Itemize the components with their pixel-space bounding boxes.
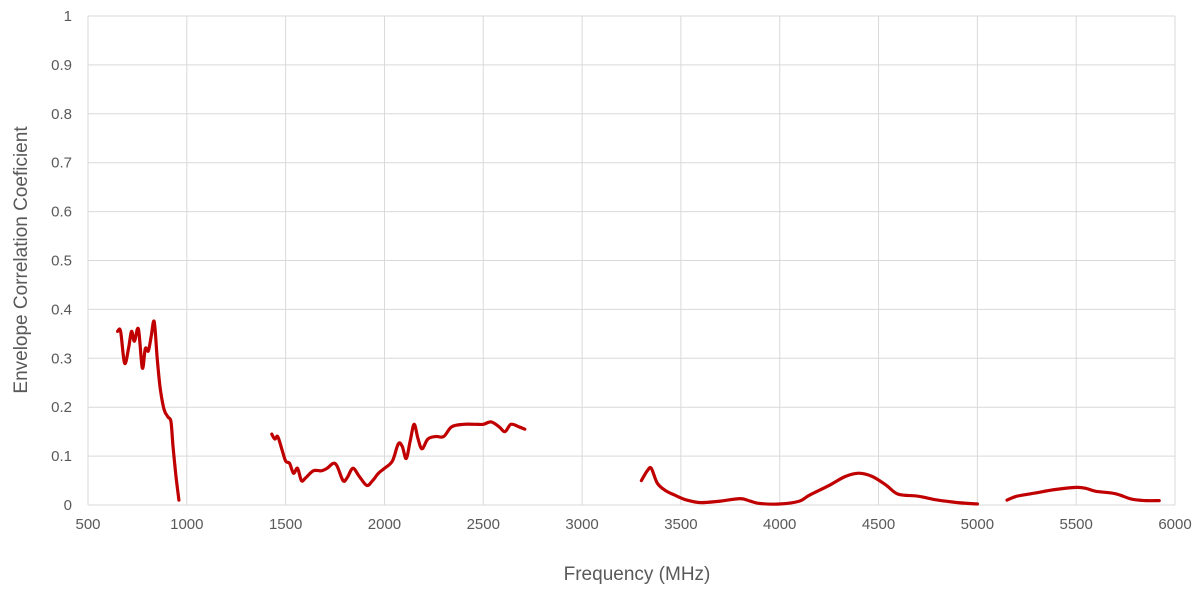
x-tick-label: 4000 — [763, 516, 796, 533]
x-axis-title: Frequency (MHz) — [564, 564, 711, 585]
series-layer — [116, 319, 1161, 506]
y-tick-label: 0.3 — [51, 350, 72, 367]
y-tick-labels: 0 0.1 0.2 0.3 0.4 0.5 0.6 0.7 0.8 0.9 1 — [51, 8, 72, 514]
x-tick-label: 3000 — [565, 516, 598, 533]
y-tick-label: 0.4 — [51, 301, 72, 318]
series-line-segment — [270, 420, 527, 488]
y-axis-title: Envelope Correlation Coeficient — [11, 126, 32, 394]
series-line-segment — [639, 465, 979, 506]
y-tick-label: 0 — [64, 497, 72, 514]
y-tick-label: 0.8 — [51, 106, 72, 123]
y-tick-label: 0.7 — [51, 155, 72, 172]
x-tick-label: 2000 — [368, 516, 401, 533]
x-tick-label: 5000 — [961, 516, 994, 533]
grid-lines — [87, 15, 1176, 506]
y-tick-label: 1 — [64, 8, 72, 25]
x-tick-label: 5500 — [1059, 516, 1092, 533]
y-tick-label: 0.9 — [51, 57, 72, 74]
x-tick-label: 1000 — [170, 516, 203, 533]
series-line-segment — [116, 319, 181, 502]
x-tick-label: 1500 — [269, 516, 302, 533]
x-tick-label: 2500 — [467, 516, 500, 533]
y-tick-label: 0.1 — [51, 448, 72, 465]
series-line-segment — [1005, 485, 1161, 503]
y-tick-label: 0.6 — [51, 204, 72, 221]
x-tick-label: 6000 — [1158, 516, 1191, 533]
x-tick-label: 4500 — [862, 516, 895, 533]
x-tick-label: 3500 — [664, 516, 697, 533]
x-tick-labels: 500 1000 1500 2000 2500 3000 3500 4000 4500 5000 5… — [75, 516, 1191, 533]
y-tick-label: 0.5 — [51, 253, 72, 270]
x-tick-label: 500 — [75, 516, 100, 533]
y-tick-label: 0.2 — [51, 399, 72, 416]
